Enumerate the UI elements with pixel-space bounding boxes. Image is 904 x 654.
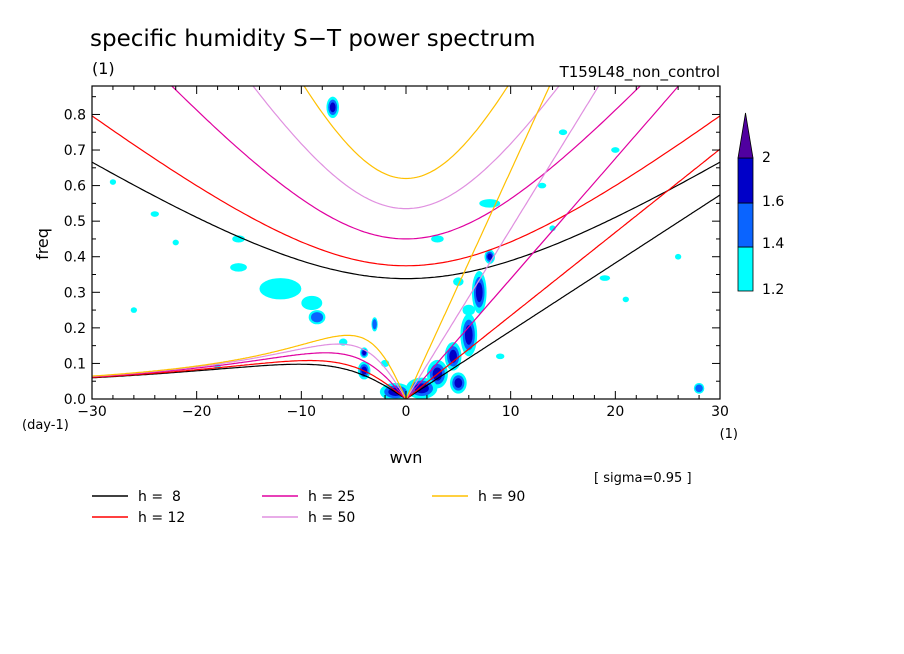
contour-blob-30-level-1 <box>622 296 629 303</box>
dispersion-curves <box>92 86 720 399</box>
contour-blob-18-level-1 <box>232 235 245 243</box>
x-tick-label: 20 <box>606 404 624 420</box>
rossby-curve-h12 <box>92 359 407 399</box>
contour-blob-22-level-1 <box>150 211 159 217</box>
y-tick-label: 0.2 <box>64 321 86 337</box>
y-tick-label: 0.8 <box>64 107 86 123</box>
contour-blob-9-level-3 <box>487 253 493 260</box>
y-axis: 0.0 0.1 0.2 0.3 0.4 0.5 0.6 0.7 0.8 <box>64 96 720 408</box>
contour-blob-29-level-1 <box>496 353 505 360</box>
rossby-curve-h90 <box>92 334 407 399</box>
contour-blob-12-level-2 <box>372 319 377 330</box>
y-axis-label: freq <box>33 228 52 260</box>
colorbar-label: 2 <box>762 150 771 166</box>
x-tick-label: −20 <box>182 404 212 420</box>
contour-blob-8-level-3 <box>362 350 367 356</box>
colorbar-segment <box>737 157 754 204</box>
kelvin-curve-h90 <box>405 86 551 399</box>
contour-blob-16-level-1 <box>301 295 323 311</box>
x-tick-label: −10 <box>287 404 317 420</box>
x-tick-label: −30 <box>77 404 107 420</box>
contour-blob-27-level-1 <box>599 275 611 281</box>
contour-blob-25-level-1 <box>558 129 568 136</box>
x-tick-label: 30 <box>711 404 729 420</box>
kelvin-curve-h50 <box>405 86 600 399</box>
contour-blob-11-level-2 <box>311 312 324 323</box>
y-axis-units: (day-1) <box>22 418 69 433</box>
contour-blob-23-level-1 <box>109 179 117 185</box>
colorbar-segment <box>737 246 754 292</box>
ig-curve-h8 <box>92 161 720 280</box>
contour-blob-17-level-1 <box>230 263 247 272</box>
legend-label-h90: h = 90 <box>478 489 525 505</box>
legend-label-h8: h = 8 <box>138 489 181 505</box>
ig-curve-h50 <box>252 86 560 210</box>
kelvin-curve-h25 <box>405 86 680 399</box>
y-tick-label: 0.0 <box>64 392 86 408</box>
x-axis-label: wvn <box>390 448 423 467</box>
kelvin-curve-h8 <box>405 194 720 399</box>
x-axis-units: (1) <box>720 427 738 442</box>
colorbar-segment <box>737 202 754 248</box>
contour-blob-19-level-1 <box>431 235 444 243</box>
ig-curve-h12 <box>92 115 720 267</box>
plot-frame <box>91 85 721 400</box>
contour-blob-0-level-3 <box>475 282 483 303</box>
x-axis: −30 −20 −10 0 10 20 30 <box>77 86 729 420</box>
contour-blob-14-level-2 <box>695 384 703 393</box>
contour-blob-6-level-3 <box>454 378 463 388</box>
contour-blob-1-level-3 <box>464 325 473 345</box>
rossby-curve-h8 <box>92 363 407 399</box>
legend-label-h50: h = 50 <box>308 510 355 526</box>
sigma-note: [ sigma=0.95 ] <box>594 471 692 486</box>
contour-layer <box>109 96 705 399</box>
y-tick-label: 0.7 <box>64 143 86 159</box>
colorbar-label: 1.2 <box>762 282 784 298</box>
x-tick-label: 10 <box>502 404 520 420</box>
contour-blob-21-level-1 <box>462 304 476 316</box>
colorbar: 1.2 1.4 1.6 2 <box>737 112 784 298</box>
kelvin-curve-h12 <box>405 148 720 399</box>
y-tick-label: 0.3 <box>64 285 86 301</box>
rossby-curve-h25 <box>92 352 407 399</box>
y-tick-label: 0.6 <box>64 179 86 195</box>
chart-units-label: (1) <box>92 59 115 78</box>
y-tick-label: 0.5 <box>64 214 86 230</box>
ig-curve-h25 <box>170 86 642 240</box>
legend-label-h12: h = 12 <box>138 510 185 526</box>
experiment-label: T159L48_non_control <box>559 63 720 82</box>
contour-blob-10-level-3 <box>329 102 336 113</box>
legend: h = 8 h = 12 h = 25 h = 50 h = 90 <box>92 489 525 526</box>
ig-curve-h90 <box>303 86 509 180</box>
contour-blob-15-level-1 <box>259 278 302 300</box>
contour-blob-31-level-1 <box>130 307 138 313</box>
plot-area <box>92 86 720 399</box>
chart-title: specific humidity S−T power spectrum <box>90 26 536 52</box>
y-tick-label: 0.4 <box>64 250 86 266</box>
colorbar-label: 1.4 <box>762 236 784 252</box>
x-tick-label: 0 <box>402 404 411 420</box>
y-tick-label: 0.1 <box>64 356 86 372</box>
contour-blob-28-level-1 <box>172 239 179 246</box>
contour-blob-26-level-1 <box>537 182 547 189</box>
legend-label-h25: h = 25 <box>308 489 355 505</box>
colorbar-label: 1.6 <box>762 194 784 210</box>
contour-blob-32-level-1 <box>674 253 682 260</box>
contour-blob-24-level-1 <box>611 147 620 153</box>
colorbar-arrow <box>737 112 754 159</box>
